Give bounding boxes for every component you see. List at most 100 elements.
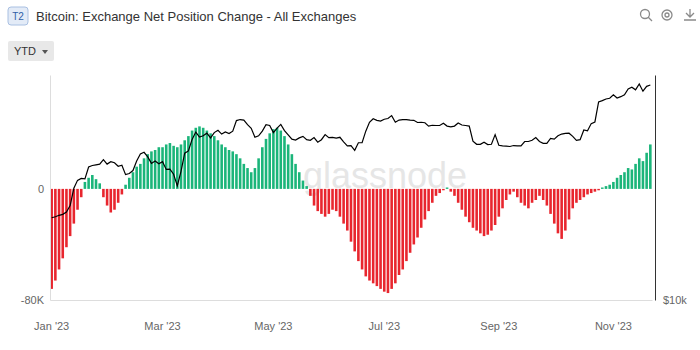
bar — [468, 189, 471, 222]
bar — [505, 189, 508, 200]
bar — [283, 136, 286, 189]
bar — [287, 144, 290, 188]
y2-tick: $10k — [655, 294, 687, 306]
bar — [583, 189, 586, 197]
bar — [61, 189, 64, 258]
bar — [560, 189, 563, 239]
bar-series — [50, 126, 651, 293]
bar — [424, 189, 427, 220]
bar — [350, 189, 353, 242]
bar — [520, 189, 523, 203]
bar — [413, 189, 416, 245]
bar — [328, 189, 331, 214]
range-button-box[interactable] — [8, 41, 54, 61]
bar — [84, 182, 87, 189]
x-tick-label: Jan '23 — [34, 320, 69, 332]
bar — [601, 188, 604, 189]
bar — [109, 189, 112, 213]
bar — [623, 172, 626, 189]
bar — [139, 164, 142, 189]
bar — [206, 131, 209, 189]
bar — [549, 189, 552, 214]
bar — [571, 189, 574, 208]
y-axis-line — [50, 76, 51, 301]
bar — [158, 147, 161, 189]
bar — [324, 189, 327, 217]
bar — [294, 164, 297, 189]
bar — [335, 189, 338, 211]
badge: T2 — [12, 11, 24, 22]
bar — [486, 189, 489, 235]
bar — [135, 167, 138, 189]
bar — [438, 189, 441, 193]
bar — [298, 172, 301, 189]
bar — [401, 189, 404, 270]
range-button[interactable]: YTD — [14, 45, 36, 57]
bar — [568, 189, 571, 220]
bar — [202, 128, 205, 189]
bar — [220, 144, 223, 188]
bar — [172, 146, 175, 189]
bar — [357, 189, 360, 261]
range-button-caret[interactable] — [42, 50, 48, 54]
bar — [416, 189, 419, 238]
bar — [239, 158, 242, 189]
bar — [331, 189, 334, 210]
x-tick: Sep '23 — [480, 300, 517, 332]
bar — [65, 189, 68, 247]
bar — [209, 133, 212, 189]
bar — [564, 189, 567, 231]
bar — [98, 183, 101, 189]
bar — [364, 189, 367, 277]
bar — [498, 189, 501, 217]
bar — [128, 178, 131, 189]
bar — [442, 189, 445, 190]
bar — [575, 189, 578, 203]
bar — [250, 172, 253, 189]
bar — [472, 189, 475, 228]
bar — [475, 189, 478, 231]
bar — [217, 140, 220, 189]
bar — [483, 189, 486, 236]
chart-container: T2 Bitcoin: Exchange Net Position Change … — [0, 0, 700, 350]
bar — [405, 189, 408, 261]
bar — [494, 189, 497, 225]
bar — [279, 131, 282, 189]
x-tick-label: Jul '23 — [369, 320, 400, 332]
bar — [523, 189, 526, 206]
bar — [257, 158, 260, 189]
bar — [254, 168, 257, 189]
zoom-icon-handle[interactable] — [648, 17, 652, 21]
settings-icon[interactable] — [662, 10, 672, 20]
bar — [80, 189, 83, 197]
bar — [479, 189, 482, 233]
x-axis-line — [51, 300, 653, 301]
bar — [372, 189, 375, 283]
bar — [231, 151, 234, 189]
bar — [631, 169, 634, 188]
bar — [161, 147, 164, 189]
y-tick-label: -80K — [21, 294, 45, 306]
bar — [464, 189, 467, 217]
x-tick-label: Sep '23 — [480, 320, 517, 332]
bar — [154, 150, 157, 189]
settings-icon-center[interactable] — [665, 13, 669, 17]
bar — [376, 189, 379, 286]
bar — [342, 189, 345, 224]
chart-title: Bitcoin: Exchange Net Position Change - … — [36, 9, 357, 24]
download-icon[interactable] — [684, 9, 696, 20]
bar — [449, 189, 452, 192]
bar — [320, 189, 323, 214]
bar — [76, 189, 79, 210]
bar — [638, 158, 641, 189]
bar — [305, 186, 308, 189]
bar — [605, 186, 608, 189]
bar — [54, 189, 57, 281]
y2-axis-line — [655, 76, 656, 301]
bar — [534, 189, 537, 200]
bar — [91, 175, 94, 189]
plot-area — [50, 84, 651, 293]
bar — [557, 189, 560, 233]
bar — [102, 189, 105, 197]
bar — [361, 189, 364, 270]
